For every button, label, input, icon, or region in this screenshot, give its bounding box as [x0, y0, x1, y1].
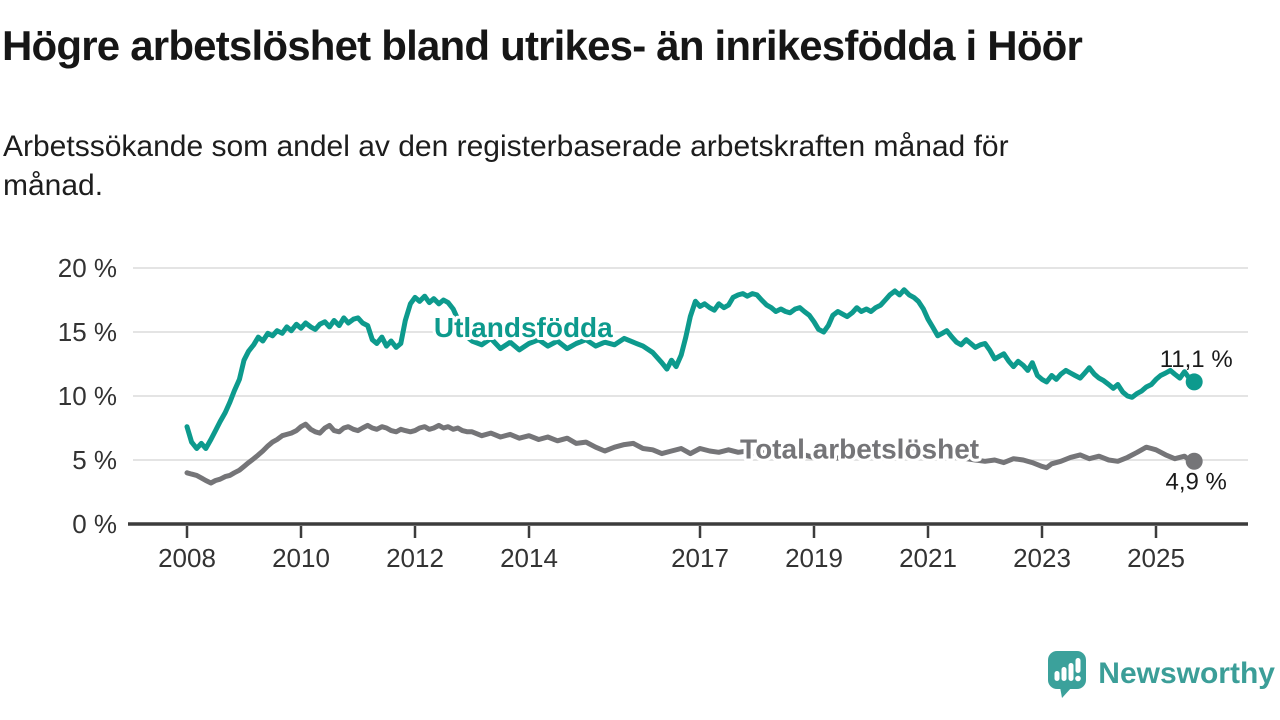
- x-tick-label: 2010: [272, 543, 330, 573]
- series-label-total-arbetsloshet: Total arbetslöshet: [740, 433, 979, 464]
- x-tick-label: 2012: [386, 543, 444, 573]
- x-tick-label: 2014: [500, 543, 558, 573]
- series-end-dot-utlandsfodda: [1185, 373, 1203, 391]
- y-tick-label: 5 %: [72, 445, 117, 475]
- x-tick-label: 2019: [785, 543, 843, 573]
- newsworthy-logo-icon: [1048, 651, 1087, 698]
- x-tick-label: 2023: [1013, 543, 1071, 573]
- subtitle-line-1: Arbetssökande som andel av den registerb…: [3, 130, 1009, 163]
- series-label-utlandsfodda: Utlandsfödda: [434, 312, 613, 343]
- series-end-dot-total-arbetsloshet: [1185, 452, 1203, 470]
- series-line-total-arbetsloshet: [184, 421, 1197, 486]
- x-tick-label: 2008: [158, 543, 216, 573]
- x-tick-label: 2025: [1127, 543, 1185, 573]
- subtitle-line-2: månad.: [3, 169, 104, 202]
- x-tick-label: 2017: [671, 543, 729, 573]
- y-tick-label: 15 %: [58, 317, 117, 347]
- x-tick-label: 2021: [899, 543, 957, 573]
- end-value-label-total-arbetsloshet: 4,9 %: [1166, 468, 1227, 495]
- brand-name: Newsworthy: [1098, 657, 1275, 690]
- end-value-label-utlandsfodda: 11,1 %: [1160, 346, 1233, 373]
- y-tick-label: 0 %: [72, 509, 117, 539]
- series-line-utlandsfodda: [184, 287, 1197, 451]
- page-subtitle: Arbetssökande som andel av den registerb…: [3, 127, 1009, 205]
- y-tick-label: 10 %: [58, 381, 117, 411]
- y-tick-label: 20 %: [58, 253, 117, 283]
- page-title: Högre arbetslöshet bland utrikes- än inr…: [2, 22, 1083, 69]
- brand-footer: Newsworthy: [1047, 650, 1275, 698]
